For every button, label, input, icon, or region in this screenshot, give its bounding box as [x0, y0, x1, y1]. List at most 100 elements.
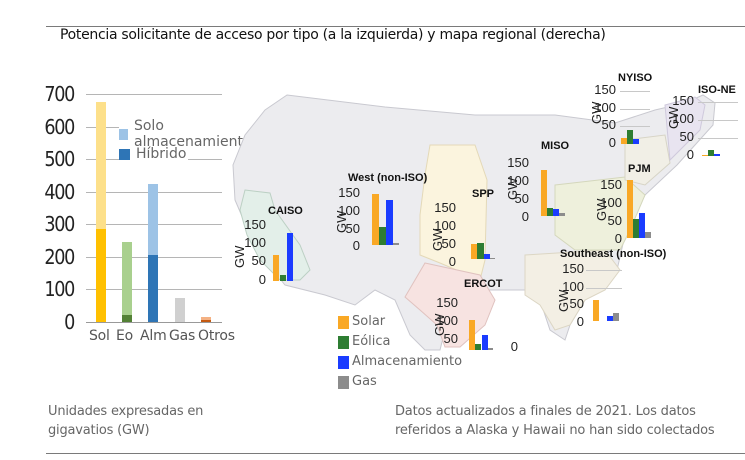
bar-solar — [627, 180, 633, 238]
y-tick: 100 — [434, 218, 456, 233]
y-tick: 150 — [434, 200, 456, 215]
y-tick: 150 — [338, 185, 360, 200]
legend-wind: Eólica — [338, 332, 462, 352]
y-tick: 100 — [244, 235, 266, 250]
region-title: West (non-ISO) — [348, 172, 428, 184]
y-tick: 700 — [44, 82, 75, 106]
x-label-gas: Gas — [169, 328, 196, 344]
gridline — [698, 138, 738, 139]
gridline — [586, 288, 622, 289]
bar-solar — [621, 138, 627, 144]
units-note: Unidades expresadas en gigavatios (GW) — [48, 402, 203, 440]
axis-label: GW — [556, 289, 571, 312]
bar-gas — [393, 243, 399, 245]
axis-label: GW — [666, 106, 681, 129]
y-tick: 50 — [679, 129, 694, 144]
y-tick: 0 — [686, 147, 694, 162]
region-title: SPP — [472, 188, 495, 200]
y-tick: 0 — [608, 135, 616, 150]
legend-storage: Almacenamiento — [338, 352, 462, 372]
figure-title: Potencia solicitante de acceso por tipo … — [60, 27, 606, 43]
y-tick: 150 — [436, 295, 458, 310]
region-title: PJM — [628, 163, 651, 175]
y-tick: 0 — [64, 310, 75, 334]
y-tick: 50 — [601, 117, 616, 132]
region-title: ISO-NE — [698, 84, 736, 96]
gridline — [86, 94, 222, 95]
y-tick: 0 — [576, 314, 584, 329]
bar-storage — [607, 316, 613, 321]
gridline — [620, 126, 650, 127]
data-note-line: Datos actualizados a finales de 2021. Lo… — [395, 404, 696, 419]
legend-label: Híbrido — [136, 146, 187, 162]
left-bar-chart: 700 600 500 400 300 200 100 0 Sol Eo Alm… — [0, 0, 260, 400]
bar-storage — [553, 209, 559, 216]
y-tick: 200 — [44, 245, 75, 269]
y-tick: 100 — [672, 111, 694, 126]
y-tick: 150 — [244, 217, 266, 232]
legend-swatch — [338, 355, 349, 369]
bar-storage — [633, 139, 639, 144]
bar-alm-hybrid — [148, 255, 158, 322]
data-note: Datos actualizados a finales de 2021. Lo… — [395, 402, 715, 440]
bar-wind — [547, 208, 553, 216]
bar-gas — [488, 348, 493, 350]
y-tick: 150 — [507, 155, 529, 170]
bar-gas — [613, 313, 619, 321]
x-label-alm: Alm — [140, 328, 167, 344]
bar-solar — [471, 244, 477, 259]
y-tick: 150 — [600, 177, 622, 192]
gridline — [698, 120, 738, 121]
y-tick: 100 — [600, 195, 622, 210]
y-tick: 100 — [436, 313, 458, 328]
bar-storage — [482, 335, 488, 350]
bar-gas — [490, 258, 495, 259]
bar-solar — [372, 194, 379, 245]
y-tick: 0 — [258, 272, 266, 287]
axis-label: GW — [430, 228, 445, 251]
bar-eo-standalone — [122, 242, 132, 315]
bottom-rule — [46, 453, 745, 454]
axis-label: GW — [232, 245, 247, 268]
region-title: NYISO — [618, 72, 653, 84]
y-tick: 0 — [614, 231, 622, 246]
gridline — [698, 102, 738, 103]
x-label-otros: Otros — [198, 328, 235, 344]
y-tick: 50 — [569, 296, 584, 311]
region-title: Southeast (non-ISO) — [560, 248, 667, 260]
axis-label: GW — [594, 198, 609, 221]
x-label-eo: Eo — [116, 328, 134, 344]
axis-label: GW — [505, 177, 520, 200]
y-tick: 50 — [345, 221, 360, 236]
y-tick: 100 — [338, 203, 360, 218]
bar-solar — [593, 300, 599, 321]
bar-solar — [702, 155, 708, 156]
legend-label: Gas — [352, 374, 377, 389]
y-tick: 100 — [507, 173, 529, 188]
axis-label: GW — [334, 210, 349, 233]
data-note-line: referidos a Alaska y Hawaii no han sido … — [395, 423, 715, 438]
y-tick: 300 — [44, 212, 75, 236]
x-label-sol: Sol — [89, 328, 110, 344]
bar-otros-standalone — [201, 317, 211, 320]
y-tick: 0 — [510, 339, 518, 354]
gridline — [620, 91, 650, 92]
y-tick: 150 — [672, 93, 694, 108]
legend-swatch — [338, 375, 349, 389]
units-note-line: gigavatios (GW) — [48, 423, 150, 438]
region-isone — [664, 96, 706, 162]
bar-storage — [639, 213, 645, 238]
legend-label: Solar — [352, 314, 386, 329]
y-tick: 100 — [44, 277, 75, 301]
y-tick: 0 — [352, 238, 360, 253]
y-tick: 50 — [514, 191, 529, 206]
legend-swatch — [338, 315, 349, 329]
bar-solar — [273, 255, 279, 281]
bar-sol-standalone — [96, 102, 106, 229]
legend-solar: Solar — [338, 312, 462, 332]
y-tick: 50 — [251, 253, 266, 268]
region-title: MISO — [541, 140, 570, 152]
bar-storage — [386, 200, 393, 245]
y-tick: 50 — [607, 213, 622, 228]
legend-swatch — [119, 128, 128, 140]
